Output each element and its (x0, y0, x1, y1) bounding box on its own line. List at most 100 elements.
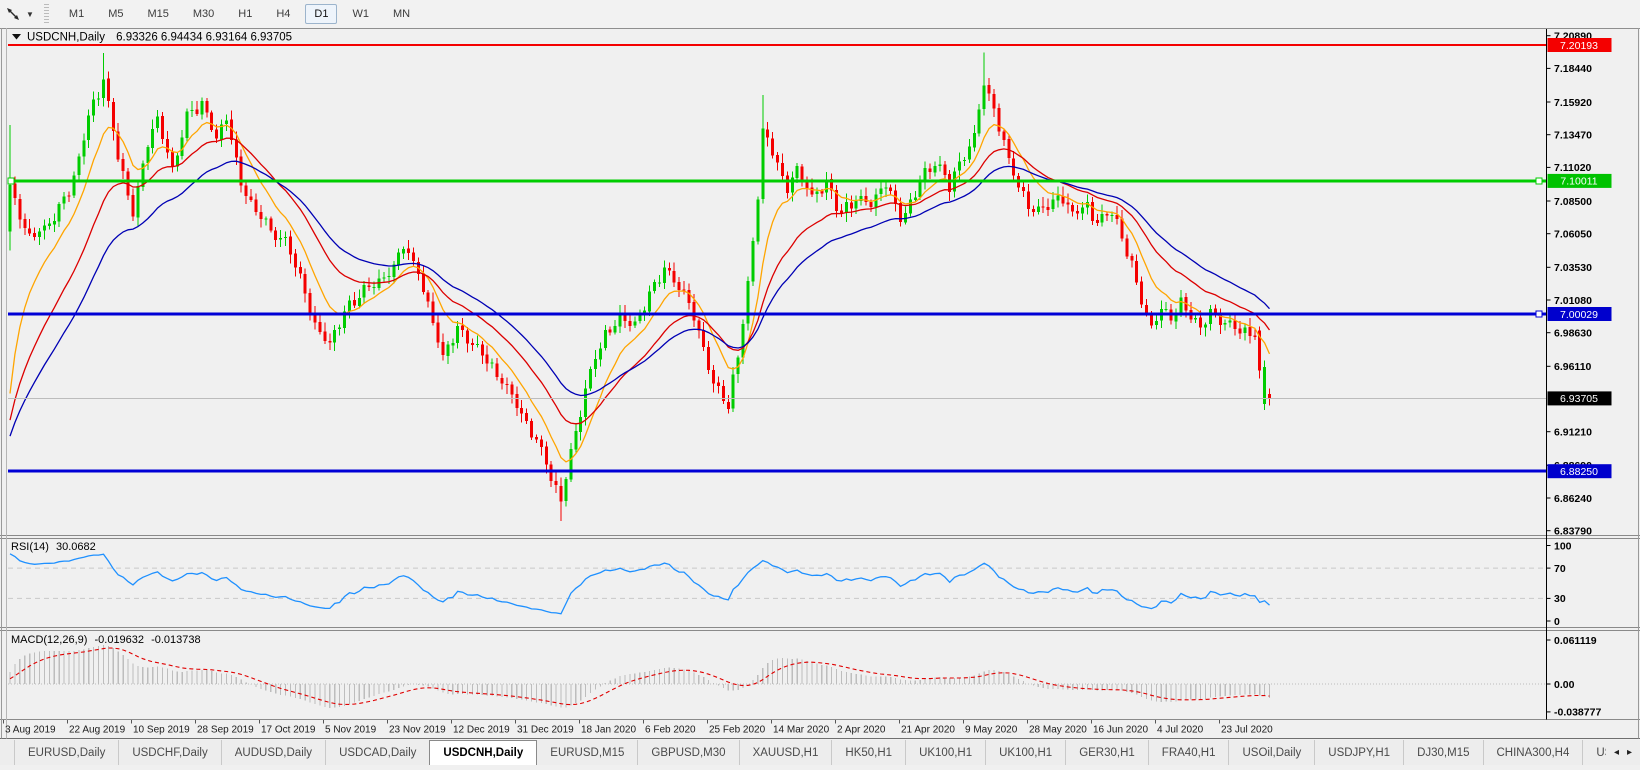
price-badge: 7.20193 (1547, 38, 1612, 52)
date-tick-label: 6 Feb 2020 (645, 725, 696, 736)
macd-main-value: -0.019632 (94, 634, 144, 646)
chart-tab-eurusd-daily[interactable]: EURUSD,Daily (14, 740, 120, 765)
price-badge: 6.93705 (1547, 391, 1612, 406)
panel-borders (0, 28, 1640, 739)
price-tick-label: 6.83790 (1554, 526, 1592, 538)
price-axis[interactable]: 7.208907.184407.159207.134707.110207.085… (1546, 31, 1602, 719)
timeframe-toolbar: ▼ M1 M5 M15 M30 H1 H4 D1 W1 MN (0, 0, 1640, 29)
date-tick-label: 2 Apr 2020 (837, 725, 886, 736)
chart-tab-uk100-h1[interactable]: UK100,H1 (986, 740, 1067, 765)
cursor-crosshair-icon (7, 8, 19, 20)
tab-scroll-right-icon[interactable]: ▸ (1626, 746, 1632, 758)
price-tick-label: 7.01080 (1554, 295, 1592, 307)
price-badge-value: 7.10011 (1560, 176, 1597, 188)
level-lines (7, 44, 1547, 473)
macd-tick-label: 0.00 (1554, 679, 1575, 691)
price-badge: 6.88250 (1547, 464, 1612, 479)
date-tick-label: 14 Mar 2020 (773, 725, 830, 736)
macd-label: MACD(12,26,9) -0.019632 -0.013738 (11, 634, 201, 646)
date-tick-label: 23 Jul 2020 (1221, 725, 1273, 736)
chart-tab-usdcnh-daily[interactable]: USDCNH,Daily (429, 740, 538, 765)
chart-tab-xauusd-h1[interactable]: XAUUSD,H1 (740, 740, 833, 765)
date-tick-label: 28 Sep 2019 (197, 725, 254, 736)
chart-window[interactable]: 7.208907.184407.159207.134707.110207.085… (0, 28, 1640, 740)
candlesticks (8, 52, 1271, 521)
chart-tab-eurusd-m15[interactable]: EURUSD,M15 (537, 740, 639, 765)
time-axis[interactable]: 3 Aug 2019 22 Aug 2019 10 Sep 2019 28 Sep 2… (3, 720, 1274, 736)
chevron-down-icon[interactable] (12, 34, 21, 40)
price-tick-label: 7.13470 (1554, 130, 1592, 142)
price-tick-label: 7.06050 (1554, 229, 1592, 241)
timeframe-button-m1[interactable]: M1 (60, 4, 93, 24)
date-tick-label: 12 Dec 2019 (453, 725, 510, 736)
date-tick-label: 22 Aug 2019 (69, 725, 126, 736)
toolbar-drag-handle[interactable] (43, 4, 49, 24)
cursor-tool-button[interactable]: ▼ (4, 5, 34, 23)
date-tick-label: 5 Nov 2019 (325, 725, 377, 736)
date-tick-label: 21 Apr 2020 (901, 725, 955, 736)
price-tick-label: 7.08500 (1554, 196, 1592, 208)
rsi-line (9, 553, 1270, 615)
date-tick-label: 28 May 2020 (1029, 725, 1087, 736)
timeframe-button-d1[interactable]: D1 (305, 4, 338, 24)
price-tick-label: 6.96110 (1554, 361, 1592, 373)
timeframe-button-h4[interactable]: H4 (267, 4, 299, 24)
chart-tab-usoil-daily[interactable]: USOil,Daily (1229, 740, 1316, 765)
fast-ma-line (9, 121, 1271, 463)
chart-tab-fra40-h1[interactable]: FRA40,H1 (1149, 740, 1230, 765)
line-handle[interactable] (1535, 310, 1543, 318)
slow-ma-line (9, 160, 1270, 437)
line-handle[interactable] (7, 177, 15, 185)
date-tick-label: 10 Sep 2019 (133, 725, 190, 736)
chart-tab-gbpusd-m30[interactable]: GBPUSD,M30 (638, 740, 740, 765)
line-handle[interactable] (1535, 177, 1543, 185)
rsi-tick-label: 100 (1554, 540, 1572, 552)
date-tick-label: 17 Oct 2019 (261, 725, 316, 736)
status-strip (0, 765, 1640, 770)
date-tick-label: 18 Jan 2020 (581, 725, 636, 736)
rsi-tick-label: 70 (1554, 563, 1566, 575)
timeframe-button-m30[interactable]: M30 (184, 4, 223, 24)
chart-tab-ger30-h1[interactable]: GER30,H1 (1066, 740, 1149, 765)
price-tick-label: 7.03530 (1554, 262, 1592, 274)
chart-tab-usdcad-daily[interactable]: USDCAD,Daily (326, 740, 431, 765)
price-tick-label: 7.15920 (1554, 97, 1592, 109)
price-tick-label: 6.98630 (1554, 328, 1592, 340)
price-tick-label: 7.11020 (1554, 162, 1592, 174)
macd-signal-value: -0.013738 (151, 634, 201, 646)
date-tick-label: 9 May 2020 (965, 725, 1018, 736)
timeframe-button-w1[interactable]: W1 (343, 4, 378, 24)
chart-tab-china300-h4[interactable]: CHINA300,H4 (1484, 740, 1584, 765)
date-tick-label: 3 Aug 2019 (5, 725, 56, 736)
tab-scroll-arrows: ◂ ▸ (1606, 740, 1640, 765)
chart-tab-usdjpy-h1[interactable]: USDJPY,H1 (1315, 740, 1405, 765)
macd-histogram (9, 645, 1271, 708)
symbol-tab-bar: EURUSD,Daily USDCHF,Daily AUDUSD,Daily USDC… (0, 740, 1640, 765)
svg-text:USDCNH,Daily 6.93326 6.9: USDCNH,Daily 6.93326 6.94434 6.93164 6.9… (27, 32, 292, 44)
chart-tab-usdchf-daily[interactable]: USDCHF,Daily (119, 740, 222, 765)
price-tick-label: 6.86240 (1554, 493, 1592, 505)
price-badge-value: 7.20193 (1560, 40, 1598, 52)
chart-tab-hk50-h1[interactable]: HK50,H1 (832, 740, 907, 765)
rsi-label: RSI(14) 30.0682 (11, 541, 96, 553)
chart-tab-dj30-m15[interactable]: DJ30,M15 (1404, 740, 1484, 765)
price-tick-label: 6.91210 (1554, 427, 1592, 439)
rsi-tick-label: 0 (1554, 616, 1560, 628)
date-tick-label: 31 Dec 2019 (517, 725, 574, 736)
rsi-tick-label: 30 (1554, 593, 1566, 605)
rsi-value: 30.0682 (56, 541, 96, 553)
tab-scroll-left-icon[interactable]: ◂ (1613, 746, 1619, 758)
date-tick-label: 25 Feb 2020 (709, 725, 766, 736)
date-tick-label: 4 Jul 2020 (1157, 725, 1204, 736)
price-tick-label: 7.18440 (1554, 63, 1592, 75)
timeframe-button-m5[interactable]: M5 (99, 4, 132, 24)
chart-tab-uk100-h1[interactable]: UK100,H1 (906, 740, 987, 765)
chart-ohlc-values: 6.93326 6.94434 6.93164 6.93705 (116, 32, 292, 44)
timeframe-button-h1[interactable]: H1 (229, 4, 261, 24)
timeframe-button-m15[interactable]: M15 (138, 4, 177, 24)
timeframe-button-mn[interactable]: MN (384, 4, 419, 24)
chart-tab-audusd-daily[interactable]: AUDUSD,Daily (222, 740, 327, 765)
macd-tick-label: -0.038777 (1554, 707, 1601, 719)
macd-tick-label: 0.061119 (1554, 635, 1597, 647)
date-tick-label: 23 Nov 2019 (389, 725, 446, 736)
